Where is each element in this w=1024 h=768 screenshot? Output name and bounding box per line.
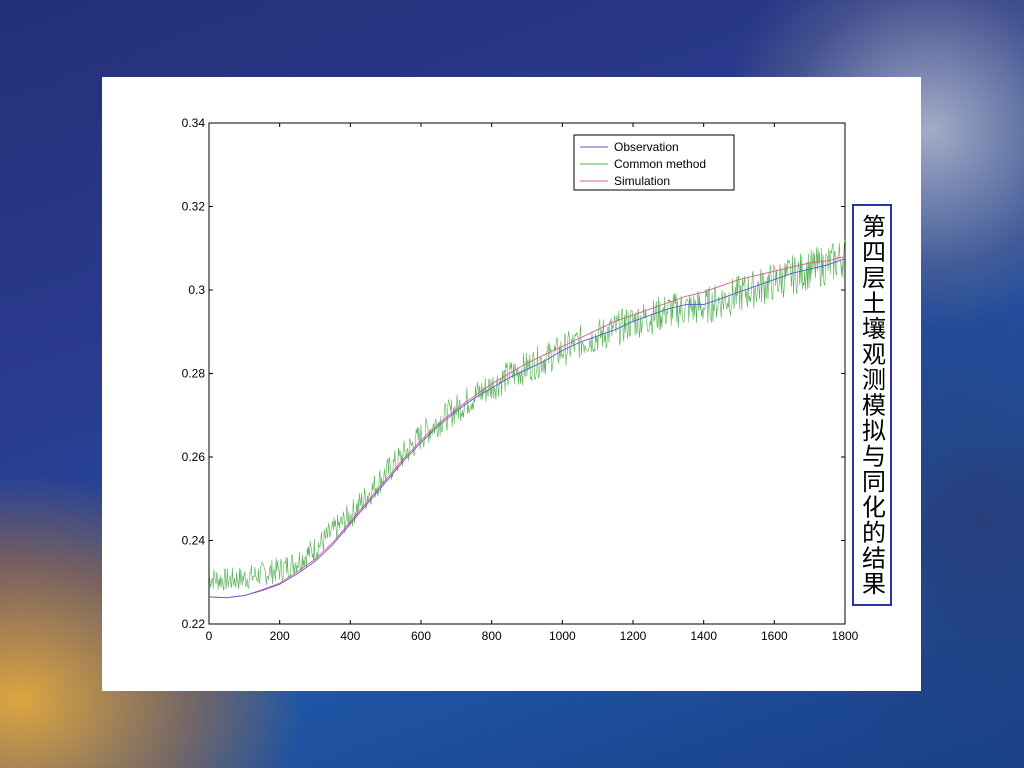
y-tick-label: 0.26 <box>182 450 206 464</box>
x-tick-label: 1400 <box>690 629 717 643</box>
y-tick-label: 0.22 <box>182 617 206 631</box>
x-tick-label: 1600 <box>761 629 788 643</box>
legend-entry: Observation <box>614 140 679 154</box>
series-line-observation <box>208 258 846 599</box>
y-tick-label: 0.32 <box>182 200 206 214</box>
x-tick-label: 600 <box>411 629 431 643</box>
side-title-box: 第四层土壤观测模拟与同化的结果 <box>852 204 892 606</box>
y-tick-label: 0.24 <box>182 534 206 548</box>
x-tick-label: 0 <box>206 629 213 643</box>
x-tick-label: 200 <box>270 629 290 643</box>
x-tick-label: 800 <box>482 629 502 643</box>
x-tick-label: 1200 <box>620 629 647 643</box>
side-title: 第四层土壤观测模拟与同化的结果 <box>857 213 886 597</box>
x-tick-label: 400 <box>340 629 360 643</box>
y-tick-label: 0.28 <box>182 367 206 381</box>
series-group <box>208 239 846 599</box>
chart-svg: 0 200 400 600 800 1000 1200 1400 1600 1800 0.22 0.2… <box>182 116 859 643</box>
legend: Observation Common method Simulation <box>573 134 735 191</box>
x-tick-label: 1000 <box>549 629 576 643</box>
y-tick-label: 0.34 <box>182 116 206 130</box>
chart-panel: 0 200 400 600 800 1000 1200 1400 1600 1800 0.22 0.2… <box>102 77 921 691</box>
series-line-simulation <box>208 256 846 599</box>
x-tick-label: 1800 <box>832 629 859 643</box>
series-line-common-method <box>208 239 846 591</box>
y-tick-label: 0.3 <box>188 283 205 297</box>
legend-entry: Simulation <box>614 174 670 188</box>
ticks: 0 200 400 600 800 1000 1200 1400 1600 1800 0.22 0.2… <box>182 116 859 643</box>
legend-entry: Common method <box>614 157 706 171</box>
